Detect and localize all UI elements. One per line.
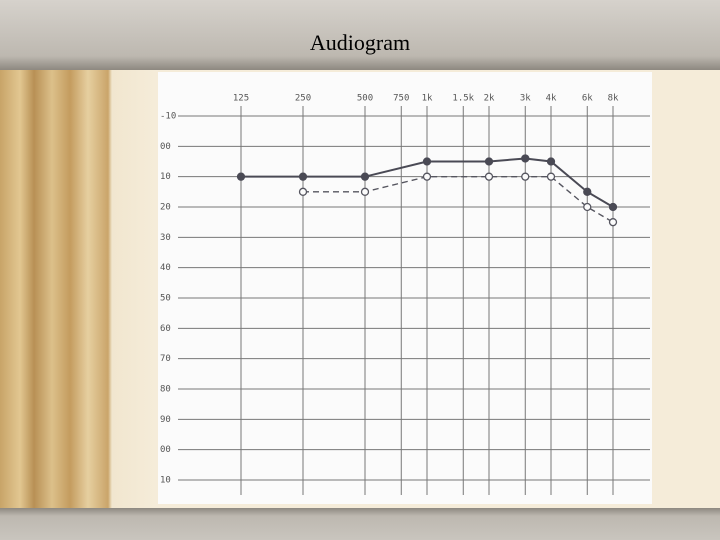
y-tick-label: 20 [160, 203, 171, 213]
series-line [303, 175, 614, 223]
data-point [546, 157, 556, 166]
y-tick-label: 50 [160, 294, 171, 304]
y-tick-label: 70 [160, 354, 171, 364]
x-tick-label: 500 [357, 94, 373, 104]
data-point [608, 218, 618, 227]
data-point [360, 172, 370, 181]
y-tick-label: 60 [160, 324, 171, 334]
y-tick-label: 40 [160, 263, 171, 273]
chart-title: Audiogram [309, 30, 411, 55]
data-point [583, 202, 592, 212]
data-point [521, 172, 530, 181]
data-point [236, 172, 246, 181]
y-tick-label: 10 [160, 476, 171, 486]
y-tick-label: 80 [160, 385, 171, 395]
data-point [546, 172, 556, 181]
data-point [583, 187, 592, 196]
data-point [484, 157, 494, 166]
y-tick-label: 00 [160, 445, 171, 455]
x-tick-label: 2k [484, 94, 495, 104]
data-point [484, 172, 494, 181]
bottom-bar [0, 508, 720, 540]
data-point [608, 202, 618, 212]
title-bar [0, 0, 720, 70]
y-tick-label: 30 [160, 233, 171, 243]
y-tick-label: 00 [160, 142, 171, 152]
x-tick-label: 8k [608, 94, 619, 104]
y-tick-label: -10 [160, 112, 176, 122]
x-tick-label: 750 [393, 94, 409, 104]
data-point [298, 187, 308, 196]
x-tick-label: 1k [422, 94, 433, 104]
x-tick-label: 125 [233, 94, 249, 104]
y-tick-label: 90 [160, 415, 171, 425]
x-tick-label: 250 [295, 94, 311, 104]
x-tick-label: 3k [520, 94, 531, 104]
data-point [521, 154, 530, 163]
paper [158, 72, 652, 504]
x-tick-label: 1.5k [452, 94, 474, 104]
data-point [298, 172, 308, 181]
x-tick-label: 6k [582, 94, 593, 104]
data-point [360, 187, 370, 196]
y-tick-label: 10 [160, 172, 171, 182]
data-point [422, 157, 432, 166]
data-point [422, 172, 432, 181]
x-tick-label: 4k [546, 94, 557, 104]
